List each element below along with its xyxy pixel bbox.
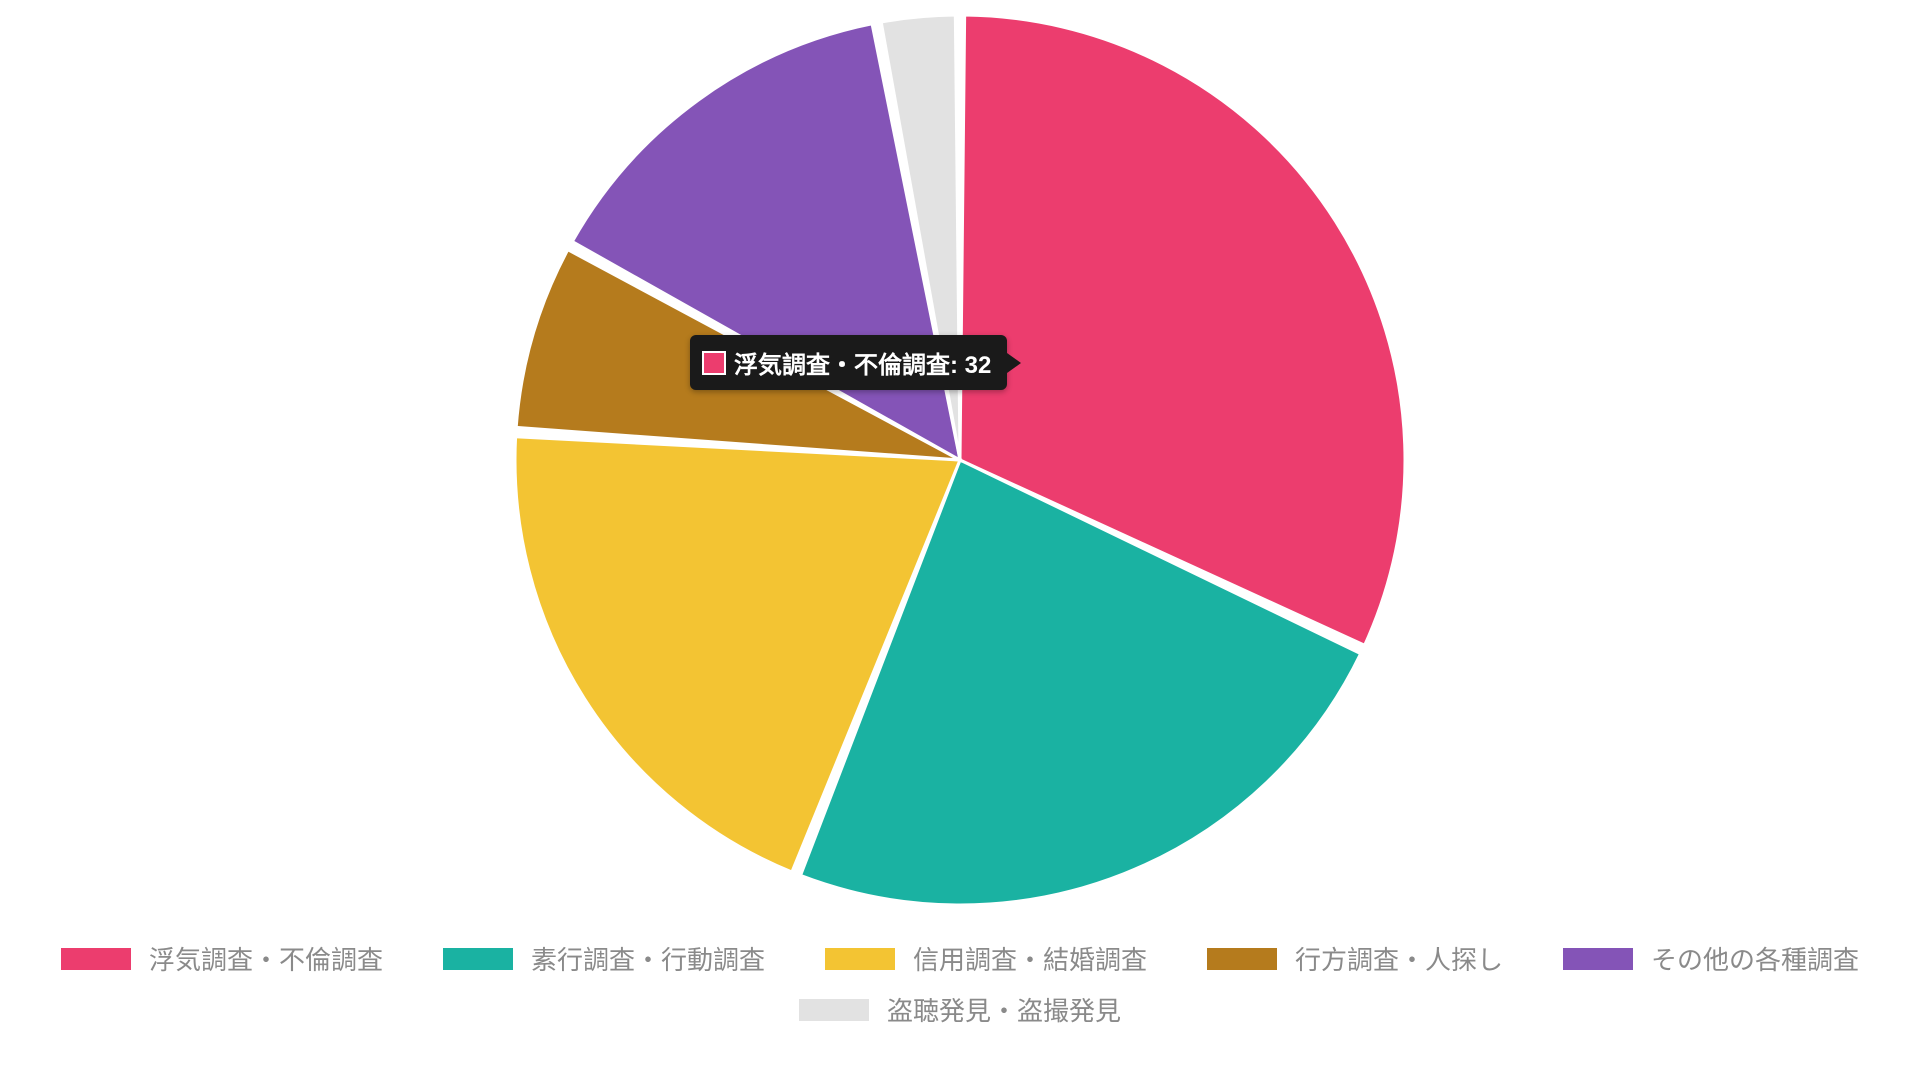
pie-area: 浮気調査・不倫調査: 32 bbox=[0, 0, 1920, 920]
legend-item[interactable]: 素行調査・行動調査 bbox=[443, 940, 765, 977]
tooltip-text: 浮気調査・不倫調査: 32 bbox=[734, 345, 991, 380]
legend-swatch-icon bbox=[61, 948, 131, 970]
legend-swatch-icon bbox=[1563, 948, 1633, 970]
legend-label: 盗聴発見・盗撮発見 bbox=[887, 991, 1121, 1028]
pie-chart-container: 浮気調査・不倫調査: 32 浮気調査・不倫調査 素行調査・行動調査 信用調査・結婚調… bbox=[0, 0, 1920, 1080]
legend-swatch-icon bbox=[799, 999, 869, 1021]
legend-item[interactable]: 盗聴発見・盗撮発見 bbox=[799, 991, 1121, 1028]
chart-legend: 浮気調査・不倫調査 素行調査・行動調査 信用調査・結婚調査 行方調査・人探し その他の各… bbox=[0, 940, 1920, 1028]
legend-item[interactable]: 浮気調査・不倫調査 bbox=[61, 940, 383, 977]
legend-label: その他の各種調査 bbox=[1651, 940, 1859, 977]
legend-item[interactable]: 行方調査・人探し bbox=[1207, 940, 1503, 977]
legend-label: 素行調査・行動調査 bbox=[531, 940, 765, 977]
legend-item[interactable]: その他の各種調査 bbox=[1563, 940, 1859, 977]
legend-item[interactable]: 信用調査・結婚調査 bbox=[825, 940, 1147, 977]
legend-label: 信用調査・結婚調査 bbox=[913, 940, 1147, 977]
legend-swatch-icon bbox=[825, 948, 895, 970]
legend-label: 浮気調査・不倫調査 bbox=[149, 940, 383, 977]
tooltip-swatch-icon bbox=[702, 351, 726, 375]
legend-swatch-icon bbox=[1207, 948, 1277, 970]
pie-chart[interactable] bbox=[0, 0, 1920, 920]
legend-label: 行方調査・人探し bbox=[1295, 940, 1503, 977]
chart-tooltip: 浮気調査・不倫調査: 32 bbox=[690, 335, 1007, 390]
legend-swatch-icon bbox=[443, 948, 513, 970]
